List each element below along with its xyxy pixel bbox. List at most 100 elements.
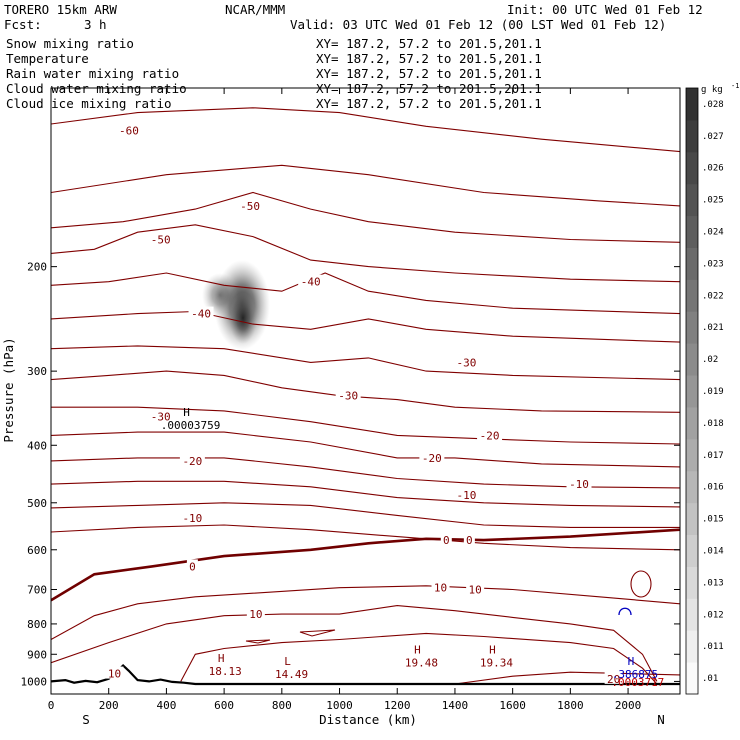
label-knockout (179, 510, 205, 523)
isotherm-line (51, 502, 680, 528)
isotherm-label: 10 (108, 668, 121, 681)
colorbar-swatch (686, 247, 698, 280)
isotherm-label: 0 (443, 534, 450, 547)
x-tick-label: 1800 (557, 699, 584, 712)
x-tick-label: 800 (272, 699, 292, 712)
south-endpoint: S (82, 712, 90, 727)
colorbar-tick-label: .015 (702, 515, 724, 525)
extremum-value: 19.34 (480, 657, 513, 670)
isotherm-label: -20 (182, 455, 202, 468)
isotherm-label: -10 (457, 489, 477, 502)
x-axis-label: Distance (km) (319, 712, 417, 727)
legend-field-xy: XY= 187.2, 57.2 to 201.5,201.1 (316, 96, 542, 111)
label-knockout (335, 388, 361, 401)
colorbar-swatch (686, 343, 698, 376)
label-knockout (148, 409, 174, 422)
colorbar-tick-label: .012 (702, 610, 724, 620)
extremum-value: 14.49 (275, 668, 308, 681)
colorbar-tick-label: .022 (702, 291, 724, 301)
isotherm-line (51, 431, 680, 468)
label-knockout (298, 274, 324, 287)
x-tick-label: 1000 (326, 699, 353, 712)
isotherm-label: -30 (457, 356, 477, 369)
colorbar-tick-label: .021 (702, 323, 724, 333)
colorbar-swatch (686, 566, 698, 599)
label-knockout (463, 533, 475, 546)
plot-area: -60 -50 -50 -40 -40 -30 -30 -30 -20 -20 -20 -10 -10 -… (21, 87, 681, 712)
isotherm-label: -10 (182, 512, 202, 525)
extremum-value: .00003759 (161, 419, 221, 432)
colorbar-tick-label: .016 (702, 483, 724, 493)
label-knockout (237, 198, 263, 211)
colorbar-swatch (686, 534, 698, 567)
label-knockout (179, 453, 205, 466)
y-axis-label: Pressure (hPa) (1, 337, 16, 442)
x-tick-label: 1200 (384, 699, 411, 712)
y-tick-label: 300 (27, 365, 47, 378)
y-tick-label: 900 (27, 648, 47, 661)
isotherm-line (51, 310, 680, 343)
label-knockout (431, 580, 450, 593)
isotherm-label: -20 (480, 429, 500, 442)
label-knockout (105, 666, 124, 679)
cloud-water-contour (618, 607, 632, 616)
isotherm-line (51, 585, 680, 640)
legend-field-xy: XY= 187.2, 57.2 to 201.5,201.1 (316, 81, 542, 96)
isotherm-line (51, 164, 680, 207)
label-knockout (246, 607, 265, 620)
colorbar-tick-label: .014 (702, 546, 724, 556)
legend-field-name: Cloud ice mixing ratio (6, 96, 172, 111)
label-knockout (186, 559, 198, 572)
isotherm-line (454, 671, 680, 685)
colorbar-swatch (686, 502, 698, 536)
x-tick-label: 200 (99, 699, 119, 712)
label-knockout (604, 671, 623, 684)
colorbar-swatch (686, 151, 698, 185)
label-knockout (466, 582, 485, 595)
colorbar: .01 .011 .012 .013 .014 .015 .016 .017 .018 .019.… (685, 82, 739, 695)
label-knockout (566, 477, 592, 490)
legend-field-name: Cloud water mixing ratio (6, 81, 187, 96)
plot-frame (50, 87, 681, 695)
north-endpoint: N (657, 712, 665, 727)
zero-isotherm-line (51, 528, 680, 602)
colorbar-tick-label: .023 (702, 259, 724, 269)
x-tick-label: 400 (156, 699, 176, 712)
legend-field-xy: XY= 187.2, 57.2 to 201.5,201.1 (316, 51, 542, 66)
center-name: NCAR/MMM (225, 2, 285, 17)
isotherm-line (51, 457, 680, 489)
colorbar-tick-label: .025 (702, 196, 724, 206)
isotherm-label: 10 (434, 582, 447, 595)
label-knockout (419, 450, 445, 463)
extremum-marker: H (489, 644, 496, 657)
isotherm-label: -30 (338, 390, 358, 403)
x-tick-label: 1600 (499, 699, 526, 712)
y-tick-label: 500 (27, 497, 47, 510)
extremum-value: .386875 (612, 668, 658, 681)
y-tick-label: 400 (27, 439, 47, 452)
colorbar-swatch (686, 662, 698, 695)
isotherm-label: -50 (240, 200, 260, 213)
extremum-marker: H (414, 644, 421, 657)
colorbar-tick-label: .01 (702, 674, 718, 684)
forecast-value: 3 h (84, 17, 107, 32)
legend-field-name: Temperature (6, 51, 89, 66)
isotherm-label: 10 (249, 608, 262, 621)
isotherm-loop (245, 639, 271, 644)
colorbar-tick-label: .018 (702, 419, 724, 429)
forecast-label: Fcst: (4, 17, 42, 32)
colorbar-frame (685, 87, 699, 695)
isotherm-line (51, 191, 680, 243)
colorbar-unit-exponent: -1 (731, 82, 739, 90)
extremum-marker: H (218, 652, 225, 665)
colorbar-tick-label: .017 (702, 451, 724, 461)
isotherm-label: 0 (189, 560, 196, 573)
extremum-marker: L (284, 655, 291, 668)
isotherm-loop (299, 629, 336, 637)
extremum-marker: H (628, 655, 635, 668)
colorbar-tick-label: .019 (702, 387, 724, 397)
y-tick-label: 1000 (21, 675, 48, 688)
label-knockout (477, 428, 503, 441)
y-tick-label: 800 (27, 618, 47, 631)
